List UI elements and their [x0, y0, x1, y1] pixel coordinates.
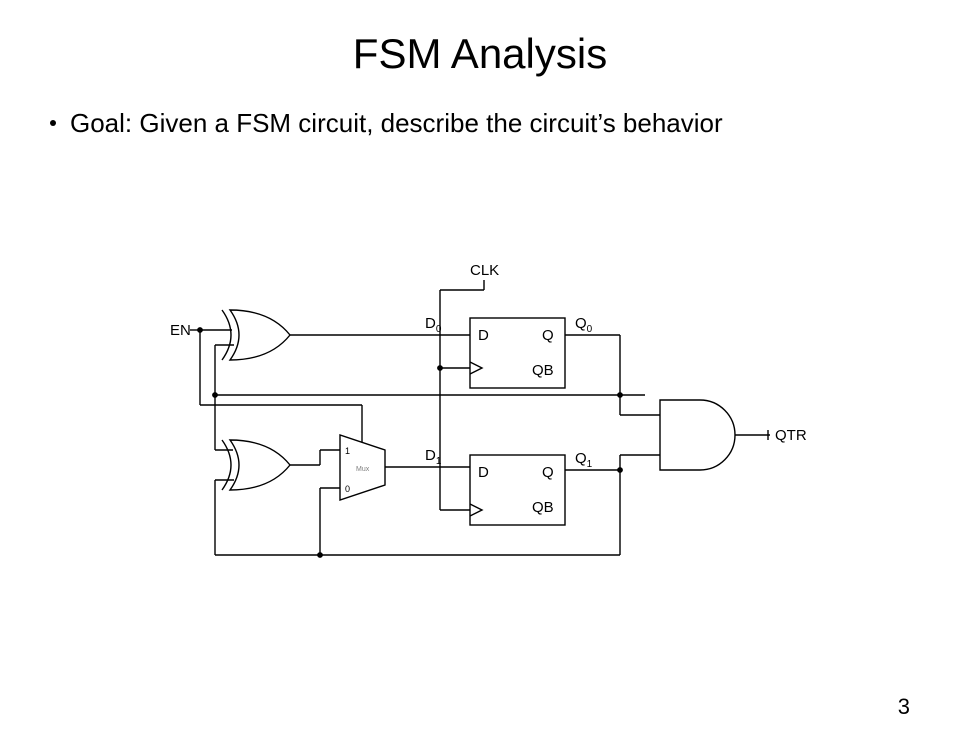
label-clk: CLK: [470, 262, 499, 279]
svg-text:Q0: Q0: [575, 315, 593, 335]
label-mux-0: 0: [345, 484, 350, 494]
label-q1: Q: [575, 450, 587, 467]
label-mux: Mux: [356, 466, 370, 473]
ff1-qb: QB: [532, 499, 554, 516]
label-mux-1: 1: [345, 446, 350, 456]
ff1-d: D: [478, 464, 489, 481]
label-qtr: QTR: [775, 427, 807, 444]
ff0-qb: QB: [532, 362, 554, 379]
slide-title: FSM Analysis: [0, 30, 960, 78]
bullet-goal: Goal: Given a FSM circuit, describe the …: [50, 108, 960, 139]
svg-text:Q1: Q1: [575, 450, 593, 470]
label-en: EN: [170, 322, 191, 339]
label-q0: Q: [575, 315, 587, 332]
ff1-q: Q: [542, 464, 554, 481]
label-d1: D: [425, 447, 436, 464]
ff0-q: Q: [542, 327, 554, 344]
bullet-text: Goal: Given a FSM circuit, describe the …: [70, 108, 723, 138]
label-d0: D: [425, 315, 436, 332]
bullet-dot: [50, 120, 56, 126]
ff0-d: D: [478, 327, 489, 344]
page-number: 3: [898, 694, 910, 720]
fsm-circuit-diagram: EN D0 Mux 1 0 D1 CLK: [170, 250, 810, 610]
